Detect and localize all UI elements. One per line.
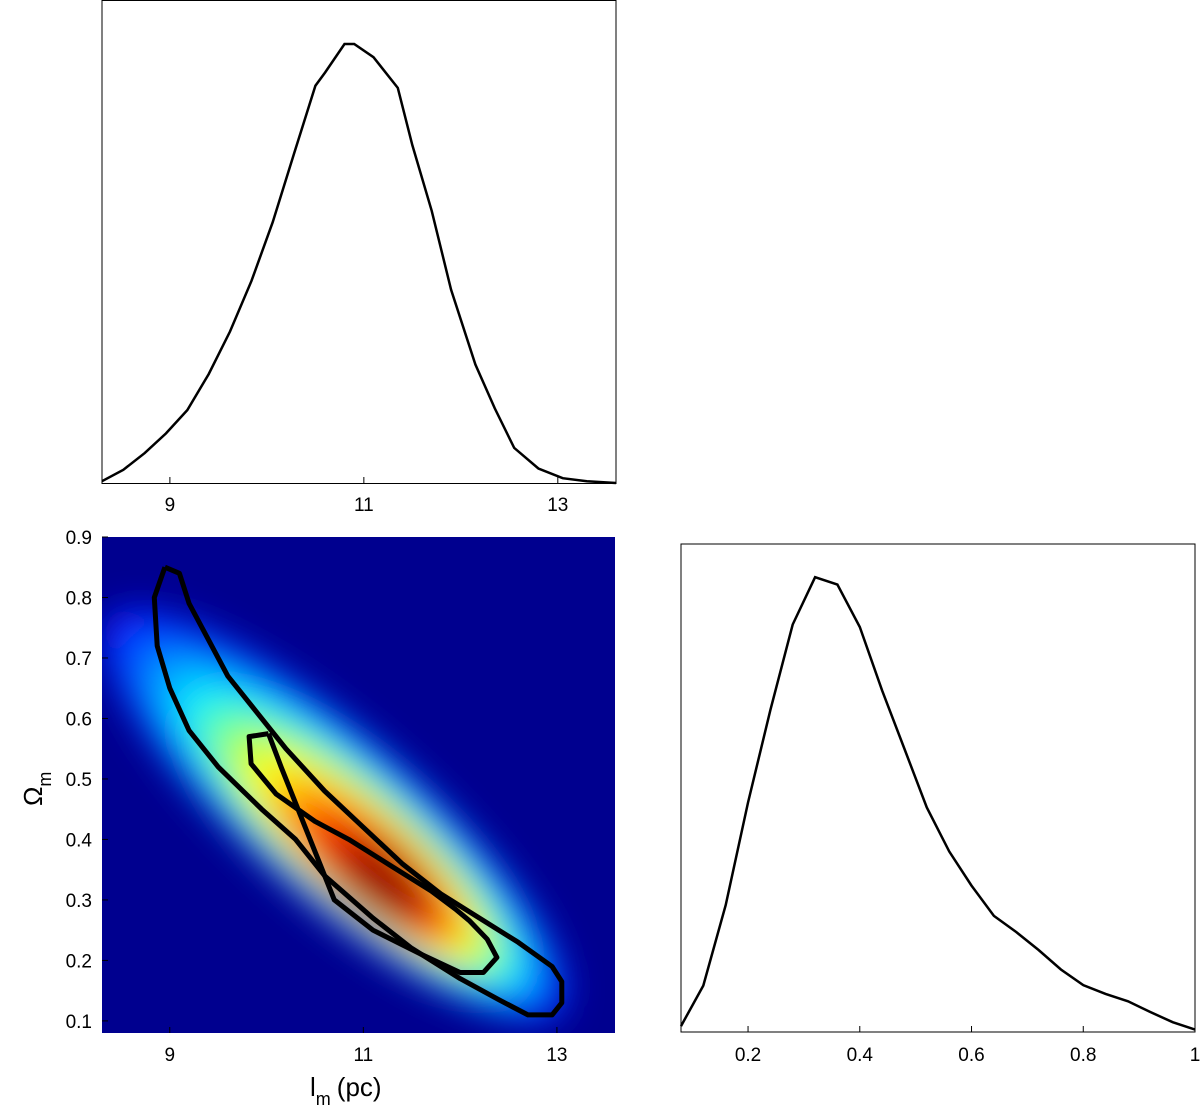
y-tick-label: 0.7 bbox=[66, 649, 92, 670]
joint-y-ticks: 0.1 0.2 0.3 0.4 0.5 0.6 0.7 0.8 0.9 bbox=[66, 528, 108, 1033]
y-axis-title: Ωm bbox=[18, 772, 55, 806]
x-tick-label: 9 bbox=[164, 1045, 175, 1066]
x-axis-title: lm (pc) bbox=[310, 1072, 382, 1109]
x-tick-label: 13 bbox=[547, 495, 568, 516]
x-tick-label: 13 bbox=[546, 1045, 567, 1066]
x-tick-label: 9 bbox=[165, 495, 176, 516]
marginal-omega-frame bbox=[680, 543, 1196, 1033]
y-tick-label: 0.8 bbox=[66, 588, 92, 609]
y-tick-label: 0.2 bbox=[66, 951, 92, 972]
x-tick-label: 11 bbox=[354, 495, 374, 516]
y-tick-label: 0.5 bbox=[66, 770, 92, 791]
y-tick-label: 0.1 bbox=[66, 1012, 92, 1033]
x-tick-label: 0.2 bbox=[735, 1045, 761, 1066]
marginal-lm-x-ticks: 9 11 13 bbox=[165, 477, 568, 516]
x-axis-subscript: m bbox=[316, 1089, 331, 1109]
x-tick-label: 0.6 bbox=[958, 1045, 984, 1066]
y-tick-label: 0.4 bbox=[66, 830, 93, 851]
x-tick-label: 11 bbox=[353, 1045, 373, 1066]
y-tick-label: 0.6 bbox=[66, 709, 92, 730]
marginal-omega-x-ticks: 0.2 0.4 0.6 0.8 1 bbox=[735, 1026, 1200, 1066]
y-tick-label: 0.9 bbox=[66, 528, 92, 549]
marginal-lm-curve bbox=[101, 42, 617, 485]
x-tick-label: 1 bbox=[1190, 1045, 1200, 1066]
marginal-lm-frame bbox=[101, 0, 617, 484]
marginal-lm-panel: 9 11 13 bbox=[101, 0, 617, 516]
joint-density-image bbox=[102, 537, 615, 1033]
x-axis-symbol: l bbox=[310, 1072, 316, 1102]
marginal-omega-curve bbox=[679, 575, 1196, 1031]
y-axis-subscript: m bbox=[35, 772, 55, 787]
y-axis-symbol: Ω bbox=[18, 787, 48, 806]
joint-panel: 9 11 13 0.10.20.30.40.50.60.70.80.9 lm (pc)… bbox=[18, 528, 615, 1109]
x-tick-label: 0.4 bbox=[847, 1045, 874, 1066]
x-axis-unit: (pc) bbox=[337, 1072, 382, 1102]
joint-x-ticks: 9 11 13 bbox=[164, 1027, 567, 1066]
density-level bbox=[341, 843, 425, 921]
y-tick-label: 0.3 bbox=[66, 891, 92, 912]
outer-contour bbox=[151, 564, 565, 1018]
marginal-omega-panel: 0.2 0.4 0.6 0.8 1 bbox=[679, 543, 1200, 1066]
x-tick-label: 0.8 bbox=[1070, 1045, 1096, 1066]
